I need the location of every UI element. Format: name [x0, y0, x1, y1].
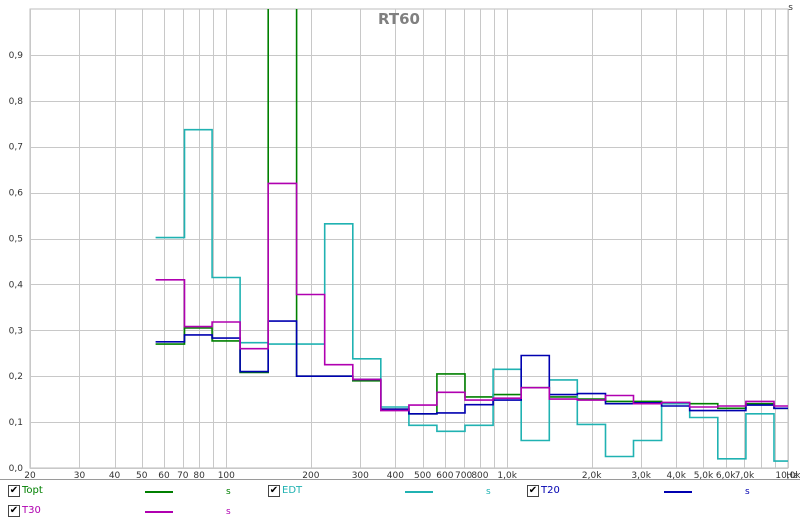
legend-line-t20 [664, 491, 692, 493]
y-tick-label: 0,3 [9, 326, 23, 336]
x-tick-label: 500 [414, 471, 431, 479]
legend-unit-topt: s [226, 487, 231, 497]
x-tick-label: 100 [218, 471, 235, 479]
series-line-t20 [155, 320, 788, 415]
t20-checkbox[interactable]: ✔ [527, 485, 539, 497]
x-tick-label: 70 [177, 471, 189, 479]
t30-checkbox[interactable]: ✔ [8, 505, 20, 517]
y-unit-label: s [788, 3, 793, 13]
legend-line-topt [145, 491, 173, 493]
x-tick-label: 80 [193, 471, 205, 479]
series-line-t30 [155, 182, 788, 412]
y-tick-label: 0,7 [9, 143, 23, 153]
y-tick-label: 0,0 [9, 464, 24, 474]
rt60-chart: 0,0 0,1 0,2 0,3 0,4 0,5 0,6 0,7 0,8 0,9 20 30 40 50 6… [9, 3, 800, 479]
x-tick-label: 10,0k [775, 471, 800, 479]
x-tick-label: 5,0k [694, 471, 714, 479]
legend: ✔ Topt s ✔ EDT s ✔ T20 s ✔ T30 s [0, 481, 800, 525]
x-tick-label: 4,0k [666, 471, 686, 479]
x-tick-label: 1,0k [497, 471, 517, 479]
x-tick-label: 40 [109, 471, 121, 479]
y-tick-label: 0,1 [9, 418, 23, 428]
y-tick-label: 0,4 [9, 280, 24, 290]
y-tick-label: 0,9 [9, 51, 24, 61]
legend-label-topt: Topt [22, 485, 43, 496]
x-tick-label: 30 [74, 471, 86, 479]
legend-unit-t30: s [226, 507, 231, 517]
x-tick-label: 300 [352, 471, 369, 479]
x-tick-label: 400 [387, 471, 404, 479]
legend-line-edt [405, 491, 433, 493]
x-unit-label: Hz [786, 471, 798, 479]
x-tick-label: 50 [136, 471, 148, 479]
legend-unit-t20: s [745, 487, 750, 497]
plot-frame [29, 8, 789, 469]
y-tick-label: 0,2 [9, 372, 23, 382]
legend-label-edt: EDT [282, 485, 303, 496]
x-tick-label: 6,0k [716, 471, 736, 479]
data-series [155, 9, 788, 462]
topt-checkbox[interactable]: ✔ [8, 485, 20, 497]
x-tick-label: 2,0k [582, 471, 602, 479]
y-tick-label: 0,6 [9, 189, 24, 199]
legend-label-t30: T30 [22, 505, 41, 516]
x-tick-label: 800 [471, 471, 488, 479]
x-tick-label: 200 [302, 471, 319, 479]
x-tick-label: 600 [436, 471, 453, 479]
x-axis-ticks: 20 30 40 50 60 70 80 100 200 300 400 500 600 700 800 1,… [24, 471, 800, 479]
x-tick-label: 60 [158, 471, 170, 479]
legend-divider [0, 479, 800, 480]
x-tick-label: 700 [455, 471, 472, 479]
x-tick-label: 20 [24, 471, 36, 479]
x-tick-label: 3,0k [631, 471, 651, 479]
y-axis-ticks: 0,0 0,1 0,2 0,3 0,4 0,5 0,6 0,7 0,8 0,9 [9, 51, 24, 474]
x-tick-label: 7,0k [735, 471, 755, 479]
grid [29, 8, 789, 469]
legend-line-t30 [145, 511, 173, 513]
chart-title: RT60 [378, 10, 420, 28]
edt-checkbox[interactable]: ✔ [268, 485, 280, 497]
y-tick-label: 0,5 [9, 235, 23, 245]
legend-unit-edt: s [486, 487, 491, 497]
y-tick-label: 0,8 [9, 97, 24, 107]
legend-label-t20: T20 [541, 485, 560, 496]
